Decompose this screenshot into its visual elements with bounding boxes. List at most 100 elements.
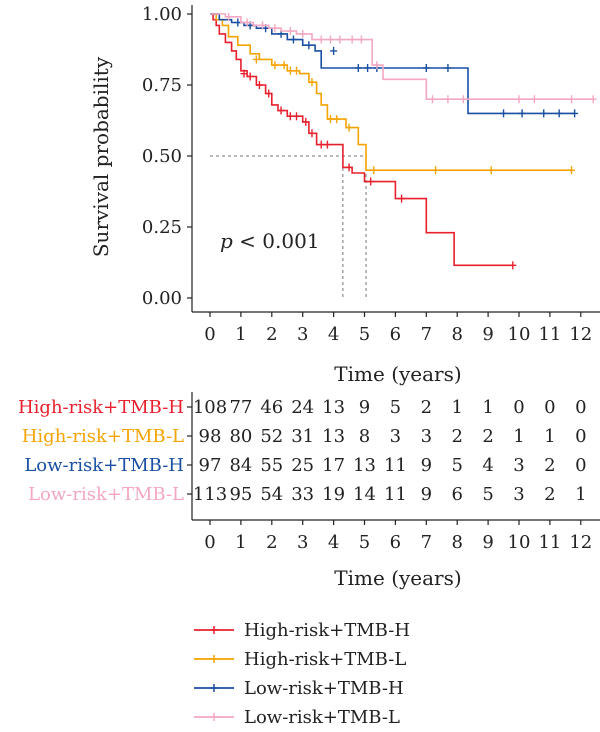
risk-table-cell: 77 [229,397,252,418]
risk-table-x-tick-label: 5 [359,532,370,553]
risk-table-cell: 0 [544,397,555,418]
risk-table-cell: 113 [193,484,227,505]
censor-mark [289,35,297,44]
risk-table: High-risk+TMB-H 108 77 46 24 13 9 5 2 1 1 0 0 0High-r… [18,392,600,590]
survival-curve-3 [210,13,594,100]
risk-table-cell: 11 [384,484,407,505]
risk-table-cell: 13 [322,426,345,447]
censor-mark [357,35,365,44]
risk-table-cell: 24 [291,397,314,418]
censor-mark [246,72,254,81]
censor-mark [432,166,440,175]
censor-mark [373,61,381,70]
risk-table-row-label: High-risk+TMB-L [22,426,184,447]
risk-table-cell: 1 [575,484,586,505]
y-tick-label: 0.75 [142,75,182,96]
censor-mark [345,123,353,132]
legend-marker-0 [210,626,218,634]
risk-table-x-tick-label: 9 [482,532,493,553]
censor-mark [305,41,313,50]
x-tick-label: 9 [482,324,493,345]
censor-mark [487,166,495,175]
risk-table-cell: 6 [451,484,462,505]
censor-mark [444,95,452,104]
censor-mark [280,61,288,70]
censor-mark [308,129,316,138]
x-tick-label: 0 [204,324,215,345]
legend-label-2: Low-risk+TMB-H [244,678,404,699]
censor-mark [265,89,273,98]
risk-table-cell: 33 [291,484,314,505]
censor-mark [336,35,344,44]
risk-table-x-tick-label: 1 [235,532,246,553]
y-tick-label: 1.00 [142,4,182,25]
risk-table-cell: 1 [544,426,555,447]
censor-mark [327,115,335,124]
risk-table-cell: 1 [451,397,462,418]
x-tick-label: 8 [451,324,462,345]
x-tick-label: 4 [328,324,339,345]
risk-table-row-label: High-risk+TMB-H [18,397,184,418]
censor-mark [286,66,294,75]
censor-mark [370,166,378,175]
survival-curve-1 [210,13,572,171]
risk-table-row-label: Low-risk+TMB-L [28,484,184,505]
risk-table-cell: 52 [260,426,283,447]
risk-table-cell: 4 [482,455,493,476]
p-value-annotation: p < 0.001 [220,229,320,253]
y-tick-label: 0.00 [142,288,182,309]
risk-table-cell: 0 [575,455,586,476]
censor-mark [293,66,301,75]
legend-marker-2 [210,684,218,692]
censor-mark [540,109,548,118]
censor-mark [240,69,248,78]
censor-mark [500,109,508,118]
censor-mark [568,166,576,175]
y-tick-label: 0.50 [142,146,182,167]
legend-label-1: High-risk+TMB-L [244,649,406,670]
censor-mark [317,35,325,44]
risk-table-x-tick-label: 11 [538,532,561,553]
censor-mark [348,35,356,44]
x-tick-label: 6 [390,324,401,345]
censor-mark [317,140,325,149]
risk-table-cell: 3 [513,484,524,505]
censor-mark [571,109,579,118]
p-value-text: < 0.001 [233,229,320,253]
legend-label-3: Low-risk+TMB-L [244,707,400,728]
censor-mark [302,117,310,126]
censor-mark [518,109,526,118]
risk-table-cell: 25 [291,455,314,476]
risk-table-cell: 108 [193,397,227,418]
risk-table-x-tick-label: 4 [328,532,339,553]
risk-table-cell: 8 [359,426,370,447]
risk-table-cell: 80 [229,426,252,447]
censor-mark [515,95,523,104]
x-tick-label: 12 [569,324,592,345]
risk-table-cell: 3 [513,455,524,476]
risk-table-x-tick-label: 6 [390,532,401,553]
risk-table-cell: 0 [575,397,586,418]
risk-table-cell: 31 [291,426,314,447]
censor-mark [330,46,338,55]
censor-mark [286,112,294,121]
risk-table-cell: 9 [421,455,432,476]
x-axis-title: Time (years) [334,362,461,386]
x-tick-label: 7 [421,324,432,345]
x-tick-label: 3 [297,324,308,345]
p-value-symbol: p [220,229,233,253]
y-tick-label: 0.25 [142,217,182,238]
censor-mark [271,61,279,70]
censor-mark [293,112,301,121]
censor-mark [509,261,517,270]
censor-mark [555,109,563,118]
risk-table-x-tick-label: 10 [508,532,531,553]
x-tick-label: 2 [266,324,277,345]
risk-table-cell: 2 [544,484,555,505]
censor-mark [364,63,372,72]
censor-mark [259,21,267,30]
risk-table-cell: 9 [359,397,370,418]
risk-table-x-axis-title: Time (years) [334,566,461,590]
censor-mark [354,63,362,72]
